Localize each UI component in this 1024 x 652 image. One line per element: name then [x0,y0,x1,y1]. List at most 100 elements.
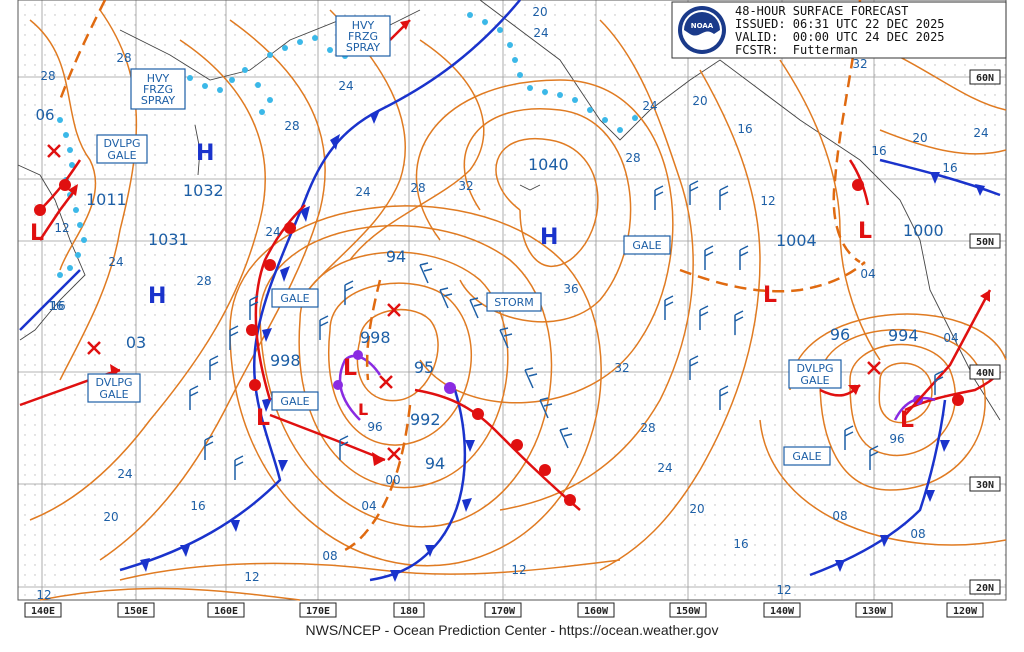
warm-front-bumps [34,179,964,506]
forecast-title: 48-HOUR SURFACE FORECAST [735,4,908,18]
latitude-labels: 60N 50N 40N 30N 20N [969,69,1001,595]
isobar-label: 36 [563,282,578,296]
low-symbol: L [358,400,368,419]
center-pressure: 998 [270,351,301,370]
center-pressure: 1000 [903,221,944,240]
isobar-label: 28 [625,151,640,165]
center-pressure: 1040 [528,155,569,174]
warning-label: GALE [280,395,309,408]
center-pressure: 998 [360,328,391,347]
isobar-label: 94 [425,454,445,473]
isobar-label: 28 [196,274,211,288]
wind-barbs [189,180,944,480]
isobar-label: 96 [367,420,382,434]
isobar-label: 12 [54,221,69,235]
isobar-label: 32 [852,57,867,71]
cold-front-barbs [140,110,985,582]
issued-time: ISSUED: 06:31 UTC 22 DEC 2025 [735,17,945,31]
warning-label: GALE [792,450,821,463]
svg-text:130W: 130W [862,606,887,617]
isobar-label: 20 [689,502,704,516]
isobar-label: 24 [642,99,657,113]
warning-label: GALE [99,388,128,401]
isobar-label: 12 [776,583,791,597]
isobar-label: 12 [511,563,526,577]
svg-text:30N: 30N [976,480,994,491]
svg-text:160W: 160W [584,606,609,617]
isobar-label: 00 [385,473,400,487]
isobar-label: 16 [190,499,205,513]
noaa-logo: NOAA [678,6,726,54]
isobar-label: 16 [737,122,752,136]
isobar-label: 04 [943,331,958,345]
warning-label: HVY [147,72,170,85]
isobar-label: 12 [760,194,775,208]
logo-text: NOAA [691,22,714,30]
header-box: NOAA 48-HOUR SURFACE FORECAST ISSUED: 06… [671,1,1007,59]
isobar-label: 28 [640,421,655,435]
isobar-label: 16 [871,144,886,158]
center-pressure: 1032 [183,181,224,200]
high-letters: H H H [148,141,558,309]
footer-credit: NWS/NCEP - Ocean Prediction Center - htt… [305,622,719,638]
warning-label: HVY [352,19,375,32]
isobar-label: 28 [284,119,299,133]
svg-text:170W: 170W [491,606,516,617]
low-letters: L L L L L L L [30,219,914,433]
isobar-label: 24 [355,185,370,199]
isobar-label: 24 [108,255,123,269]
low-center-markers [47,144,881,461]
low-symbol: L [900,408,914,433]
isobar-label: 24 [657,461,672,475]
warning-label: GALE [632,239,661,252]
low-symbol: L [858,219,872,244]
isobar-label: 24 [265,225,280,239]
low-symbol: L [30,221,44,246]
isobar-label: 16 [733,537,748,551]
warm-fronts [39,159,1001,511]
isobar-label: 06 [35,106,54,124]
isobar-label: 24 [533,26,548,40]
isobar-label: 32 [614,361,629,375]
svg-text:20N: 20N [976,583,994,594]
warning-label: FRZG [348,30,378,43]
isobar-label: 24 [973,126,988,140]
isobar-label: 12 [36,588,51,602]
warning-boxes: HVY FRZG SPRAY HVY FRZG SPRAY DVLPG GALE… [87,15,842,466]
isobar-label: 96 [830,325,850,344]
warning-label: SPRAY [346,41,380,54]
svg-text:180: 180 [400,606,418,617]
isobar-label: 28 [410,181,425,195]
warning-label: DVLPG [103,137,140,150]
svg-text:160E: 160E [214,606,238,617]
isobar-label: 08 [832,509,847,523]
svg-text:140E: 140E [31,606,55,617]
graticule [18,0,1006,600]
high-symbol: H [196,141,214,166]
isobar-label: 96 [889,432,904,446]
warning-label: FRZG [143,83,173,96]
svg-text:60N: 60N [976,73,994,84]
isobars [29,9,1007,601]
svg-text:40N: 40N [976,368,994,379]
warning-label: SPRAY [141,94,175,107]
center-pressure: 994 [888,326,919,345]
warning-label: STORM [494,296,534,309]
isobar-label: 04 [860,267,875,281]
warning-label: GALE [107,149,136,162]
low-symbol: L [256,406,270,431]
isobar-label: 32 [458,179,473,193]
center-pressure: 1031 [148,230,189,249]
center-pressures: 1032 1031 1040 1011 998 998 992 1004 100… [86,155,944,429]
isobar-label: 20 [103,510,118,524]
isobar-labels: 28 06 28 24 28 24 16 12 20 24 24 28 32 3… [35,5,988,602]
valid-time: VALID: 00:00 UTC 24 DEC 2025 [735,30,945,44]
forecaster: FCSTR: Futterman [735,43,858,57]
warning-label: GALE [800,374,829,387]
low-symbol: L [343,356,357,381]
isobar-label: 08 [322,549,337,563]
isobar-label: 94 [386,247,406,266]
warning-label: GALE [280,292,309,305]
isobar-label: 16 [50,299,65,313]
isobar-label: 24 [338,79,353,93]
